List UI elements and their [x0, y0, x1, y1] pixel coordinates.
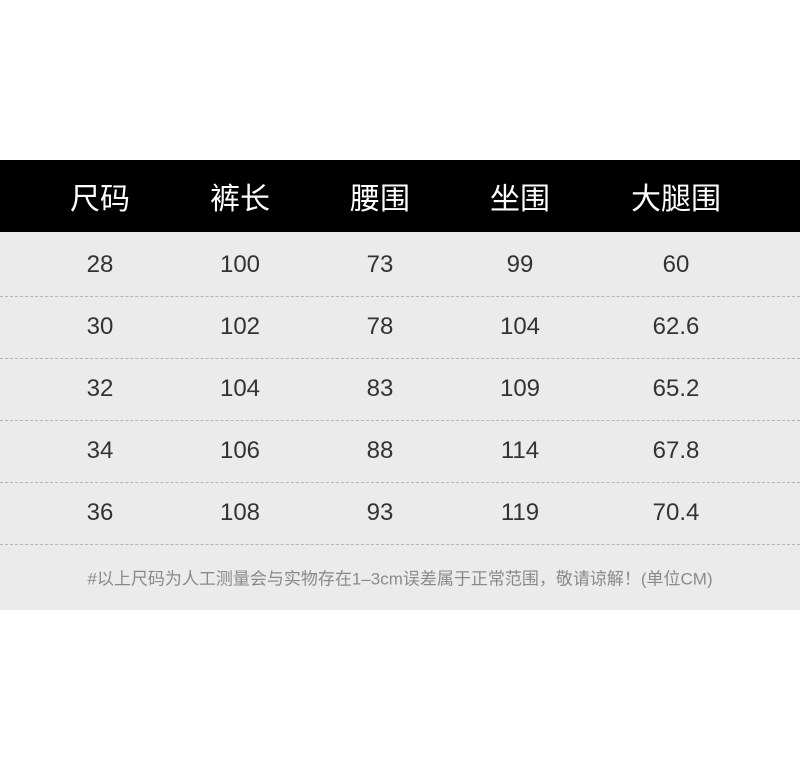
table-cell: 108 [219, 499, 261, 526]
table-cell: 93 [366, 499, 394, 526]
table-cell: 36 [86, 499, 114, 526]
table-cell: 62.6 [652, 313, 700, 340]
table-cell: 109 [499, 375, 541, 402]
table-cell: 83 [366, 375, 394, 402]
row-separator [0, 482, 800, 483]
table-cell: 104 [499, 313, 541, 340]
table-cell: 70.4 [652, 499, 700, 526]
table-cell: 32 [86, 375, 114, 402]
row-separator [0, 544, 800, 545]
table-cell: 28 [86, 251, 114, 278]
header-cell: 裤长 [210, 183, 270, 216]
header-cell: 大腿围 [631, 183, 721, 216]
table-cell: 100 [219, 251, 261, 278]
header-cell: 尺码 [70, 183, 130, 216]
header-band [0, 160, 800, 232]
table-cell: 78 [366, 313, 394, 340]
row-separator [0, 296, 800, 297]
table-cell: 114 [500, 437, 540, 464]
table-cell: 99 [506, 251, 534, 278]
table-cell: 65.2 [652, 375, 700, 402]
table-cell: 88 [366, 437, 394, 464]
table-body [0, 232, 800, 610]
note: #以上尺码为人工测量会与实物存在1–3cm误差属于正常范围，敬请谅解！(单位CM… [87, 569, 713, 589]
table-cell: 119 [500, 499, 540, 526]
table-cell: 73 [366, 251, 394, 278]
table-cell: 34 [86, 437, 114, 464]
table-cell: 106 [219, 437, 261, 464]
table-cell: 30 [86, 313, 114, 340]
row-separator [0, 358, 800, 359]
header-cell: 腰围 [350, 183, 410, 216]
header-cell: 坐围 [490, 183, 550, 216]
table-cell: 60 [662, 251, 690, 278]
row-separator [0, 420, 800, 421]
table-cell: 104 [219, 375, 261, 402]
table-cell: 102 [219, 313, 261, 340]
table-cell: 67.8 [652, 437, 700, 464]
